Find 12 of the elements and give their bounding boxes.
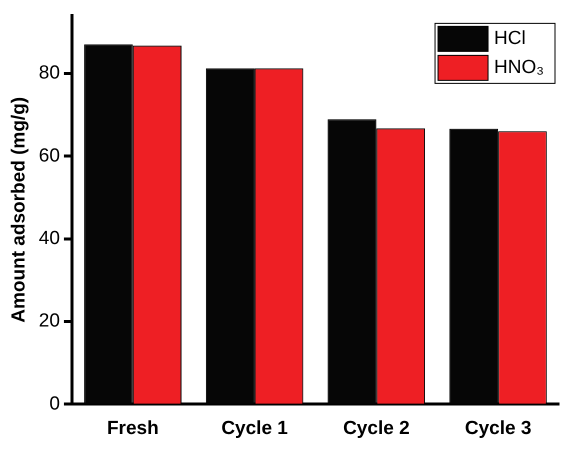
legend-label: HNO₃ bbox=[494, 57, 544, 78]
x-tick-label: Cycle 1 bbox=[221, 418, 288, 439]
y-axis-title: Amount adsorbed (mg/g) bbox=[8, 96, 30, 323]
y-tick-label: 40 bbox=[38, 228, 60, 249]
y-tick-label: 20 bbox=[38, 310, 60, 332]
y-tick-label: 80 bbox=[38, 62, 60, 84]
legend-label: HCl bbox=[494, 28, 526, 50]
y-tick-label: 60 bbox=[38, 145, 60, 166]
y-tick-label: 0 bbox=[49, 393, 60, 414]
x-tick-label: Cycle 2 bbox=[343, 418, 410, 439]
x-tick-label: Fresh bbox=[106, 418, 159, 439]
x-tick-label: Cycle 3 bbox=[464, 418, 532, 439]
